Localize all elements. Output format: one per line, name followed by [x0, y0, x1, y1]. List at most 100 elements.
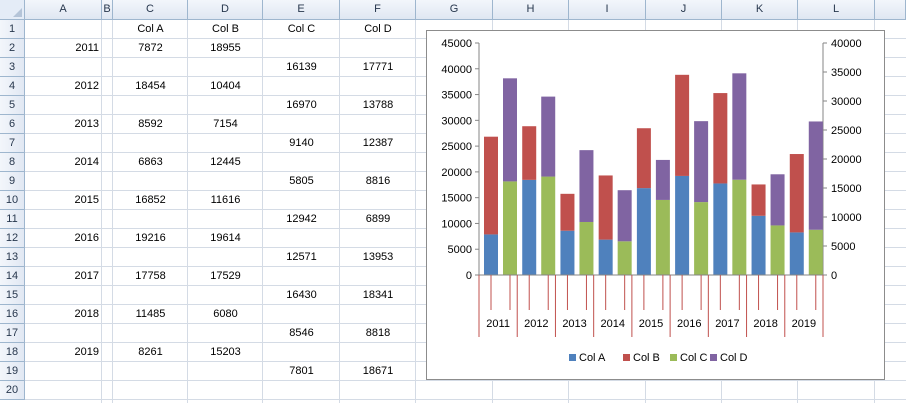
cell-col-d[interactable]: 18671: [362, 365, 394, 377]
row-header-11[interactable]: 11: [0, 210, 25, 229]
cell-col-d[interactable]: 6899: [365, 213, 391, 225]
cell-col-b[interactable]: 17529: [210, 270, 241, 282]
row-header-20[interactable]: 20: [0, 381, 25, 400]
secondary-y-tick-label: 30000: [831, 96, 862, 108]
column-header-K[interactable]: K: [722, 0, 798, 20]
header-col-b[interactable]: Col B: [212, 23, 239, 35]
primary-y-tick-label: 15000: [441, 193, 472, 205]
cell-year[interactable]: 2018: [74, 308, 99, 320]
bar-col-a: [522, 179, 537, 275]
row-header-5[interactable]: 5: [0, 96, 25, 115]
cell-col-b[interactable]: 10404: [210, 80, 241, 92]
cell-col-c[interactable]: 16970: [286, 99, 317, 111]
bar-col-a: [751, 215, 766, 275]
cell-col-c[interactable]: 9140: [289, 137, 314, 149]
cell-col-d[interactable]: 17771: [362, 61, 394, 73]
row-header-8[interactable]: 8: [0, 153, 25, 172]
cell-year[interactable]: 2013: [74, 118, 99, 130]
cell-col-a[interactable]: 11485: [135, 308, 166, 320]
row-header-12[interactable]: 12: [0, 229, 25, 248]
cell-col-c[interactable]: 12571: [286, 251, 317, 263]
cell-year[interactable]: 2019: [74, 346, 99, 358]
bar-col-a: [789, 232, 804, 275]
cell-col-c[interactable]: 16430: [286, 289, 317, 301]
cell-col-a[interactable]: 8592: [138, 118, 163, 130]
header-col-a[interactable]: Col A: [137, 23, 164, 35]
column-header-I[interactable]: I: [569, 0, 646, 20]
cell-col-c[interactable]: 16139: [286, 61, 317, 73]
row-header-13[interactable]: 13: [0, 248, 25, 267]
row-header-4[interactable]: 4: [0, 77, 25, 96]
column-header-H[interactable]: H: [493, 0, 569, 20]
column-header-E[interactable]: E: [263, 0, 340, 20]
cell-col-b[interactable]: 15203: [210, 346, 241, 358]
cell-year[interactable]: 2012: [74, 80, 99, 92]
bar-col-a: [675, 175, 690, 275]
bar-col-b: [484, 136, 498, 235]
cell-col-d[interactable]: 18341: [362, 289, 394, 301]
cell-year[interactable]: 2016: [74, 232, 99, 244]
cell-year[interactable]: 2011: [75, 42, 99, 54]
row-header-17[interactable]: 17: [0, 324, 25, 343]
cell-col-d[interactable]: 13953: [362, 251, 394, 263]
legend-label-col-d: Col D: [720, 352, 748, 364]
cell-col-a[interactable]: 7872: [138, 42, 163, 54]
cell-col-a[interactable]: 17758: [135, 270, 166, 282]
row-header-14[interactable]: 14: [0, 267, 25, 286]
cell-col-b[interactable]: 18955: [210, 42, 241, 54]
x-category-label: 2015: [639, 318, 663, 330]
cell-col-c[interactable]: 12942: [286, 213, 317, 225]
row-header-18[interactable]: 18: [0, 343, 25, 362]
row-header-2[interactable]: 2: [0, 39, 25, 58]
row-header-7[interactable]: 7: [0, 134, 25, 153]
cell-col-d[interactable]: 8818: [365, 327, 391, 339]
stacked-column-chart[interactable]: 0 5000 10000 15000 20000 25000 30000 35000 40000…: [426, 30, 885, 380]
bar-col-b: [713, 93, 728, 184]
header-col-d[interactable]: Col D: [364, 23, 392, 35]
cell-year[interactable]: 2014: [74, 156, 99, 168]
cell-col-b[interactable]: 11616: [210, 194, 241, 206]
column-header-L[interactable]: L: [798, 0, 875, 20]
cell-col-a[interactable]: 8261: [138, 346, 163, 358]
row-header-3[interactable]: 3: [0, 58, 25, 77]
row-header-1[interactable]: 1: [0, 20, 25, 39]
cell-col-b[interactable]: 6080: [213, 308, 238, 320]
column-header-B[interactable]: B: [102, 0, 113, 20]
row-header-15[interactable]: 15: [0, 286, 25, 305]
bar-col-b: [789, 154, 804, 233]
gridline-column: [415, 20, 416, 403]
row-header-9[interactable]: 9: [0, 172, 25, 191]
cell-col-c[interactable]: 5805: [289, 175, 314, 187]
cell-col-c[interactable]: 8546: [289, 327, 314, 339]
bar-col-a: [713, 183, 728, 275]
cell-year[interactable]: 2015: [74, 194, 99, 206]
column-header-J[interactable]: J: [646, 0, 722, 20]
cell-col-c[interactable]: 7801: [289, 365, 314, 377]
row-header-10[interactable]: 10: [0, 191, 25, 210]
secondary-y-tick-label: 35000: [831, 67, 862, 79]
cell-col-b[interactable]: 19614: [210, 232, 241, 244]
cell-col-d[interactable]: 13788: [362, 99, 394, 111]
cell-col-d[interactable]: 8816: [365, 175, 391, 187]
cell-col-a[interactable]: 18454: [135, 80, 166, 92]
cell-col-a[interactable]: 6863: [138, 156, 163, 168]
row-header-19[interactable]: 19: [0, 362, 25, 381]
column-header-A[interactable]: A: [25, 0, 102, 20]
cell-col-b[interactable]: 7154: [213, 118, 238, 130]
row-header-6[interactable]: 6: [0, 115, 25, 134]
header-col-c[interactable]: Col C: [287, 23, 316, 35]
cell-col-a[interactable]: 16852: [135, 194, 166, 206]
cell-col-a[interactable]: 19216: [135, 232, 166, 244]
bar-col-c: [694, 202, 709, 275]
cell-col-b[interactable]: 12445: [210, 156, 241, 168]
column-header-F[interactable]: F: [340, 0, 416, 20]
bar-col-c: [503, 181, 517, 275]
gridline-column: [339, 20, 340, 403]
cell-col-d[interactable]: 12387: [362, 137, 394, 149]
select-all-corner[interactable]: [0, 0, 25, 20]
row-header-16[interactable]: 16: [0, 305, 25, 324]
column-header-G[interactable]: G: [416, 0, 493, 20]
cell-year[interactable]: 2017: [74, 270, 99, 282]
column-header-D[interactable]: D: [188, 0, 263, 20]
column-header-C[interactable]: C: [113, 0, 188, 20]
